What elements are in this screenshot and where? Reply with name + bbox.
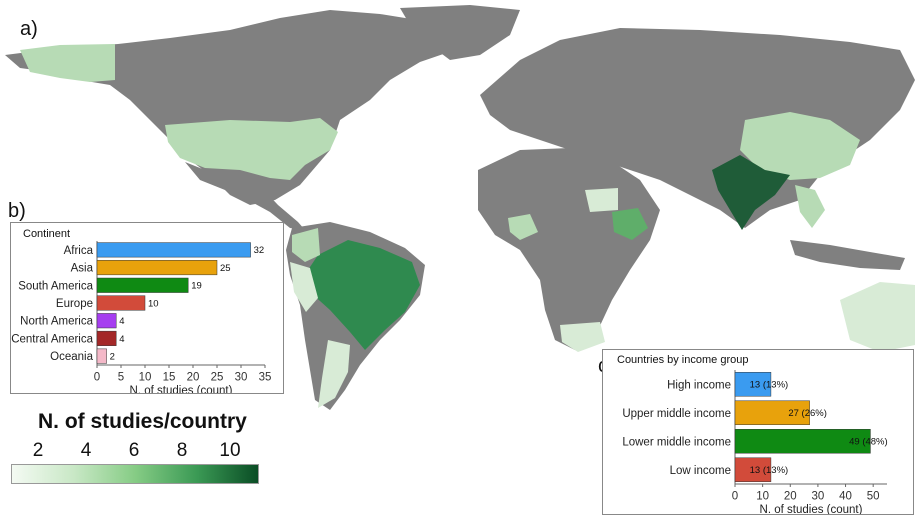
country-peru <box>290 262 318 312</box>
chart-title: Continent <box>23 228 70 240</box>
category-label: Upper middle income <box>622 408 731 420</box>
country-south-africa <box>560 322 605 352</box>
x-tick-label: 20 <box>784 491 797 503</box>
value-label: 4 <box>119 316 124 327</box>
landmass-north-america <box>5 10 470 205</box>
bar <box>96 260 218 276</box>
legend-tick: 8 <box>176 440 188 461</box>
category-label: Central America <box>11 333 93 345</box>
legend-tick: 6 <box>128 440 140 461</box>
country-argentina <box>318 340 350 408</box>
country-colombia <box>292 228 320 262</box>
x-tick-label: 50 <box>867 491 880 503</box>
value-label: 27 (26%) <box>788 408 827 419</box>
bar <box>96 330 117 346</box>
x-tick-label: 15 <box>163 372 176 384</box>
bar <box>96 277 189 293</box>
category-label: Asia <box>71 263 94 275</box>
value-label: 25 <box>220 263 231 274</box>
country-china <box>740 112 860 180</box>
landmasses <box>5 5 915 410</box>
landmass-indonesia <box>790 240 905 270</box>
bar <box>734 429 871 454</box>
legend-tick: 10 <box>219 440 241 461</box>
category-label: Lower middle income <box>622 436 731 448</box>
bar <box>734 457 772 482</box>
country-nigeria <box>508 214 538 240</box>
bar <box>734 400 810 425</box>
x-tick-label: 0 <box>732 491 738 503</box>
legend-title: N. of studies/country <box>38 410 247 433</box>
landmass-southeast-asia <box>795 185 825 228</box>
category-label: North America <box>20 316 93 328</box>
x-tick-label: 0 <box>94 372 100 384</box>
value-label: 4 <box>119 334 124 345</box>
x-tick-label: 5 <box>118 372 124 384</box>
bar <box>96 313 117 329</box>
country-united-states <box>165 118 338 180</box>
x-tick-label: 30 <box>812 491 825 503</box>
value-label: 13 (13%) <box>750 465 789 476</box>
value-label: 49 (48%) <box>849 437 888 448</box>
x-tick-label: 40 <box>839 491 852 503</box>
value-label: 2 <box>110 351 115 362</box>
x-axis-label: N. of studies (count) <box>130 385 233 394</box>
x-tick-label: 10 <box>139 372 152 384</box>
category-label: High income <box>667 379 731 391</box>
color-legend: N. of studies/country 2 4 6 8 10 <box>8 410 263 488</box>
legend-tick: 2 <box>32 440 44 461</box>
value-label: 32 <box>254 245 265 256</box>
bar <box>96 242 251 258</box>
country-australia <box>840 282 915 352</box>
x-tick-label: 30 <box>235 372 248 384</box>
country-ethiopia <box>612 208 648 240</box>
landmass-africa <box>478 148 660 350</box>
value-label: 19 <box>191 281 202 292</box>
x-tick-label: 35 <box>259 372 272 384</box>
continent-bar-chart: Continent Africa 32 Asia 25 South America 19 Eu… <box>10 222 284 394</box>
bar <box>96 295 146 311</box>
x-axis-label: N. of studies (count) <box>760 504 863 515</box>
panel-label-b: b) <box>8 200 26 222</box>
country-brazil <box>308 240 420 350</box>
legend-color-bar <box>11 464 259 484</box>
x-tick-label: 10 <box>756 491 769 503</box>
landmass-central-america <box>185 162 305 230</box>
bar <box>734 372 772 397</box>
x-tick-label: 20 <box>187 372 200 384</box>
chart-title: Countries by income group <box>617 354 748 366</box>
value-label: 10 <box>148 298 159 309</box>
bar <box>96 348 107 364</box>
landmass-greenland <box>400 5 520 60</box>
country-sudan <box>585 188 618 212</box>
category-label: Africa <box>64 245 94 257</box>
category-label: Europe <box>56 298 93 310</box>
category-label: Oceania <box>50 351 93 363</box>
category-label: Low income <box>670 465 731 477</box>
income-group-bar-chart: Countries by income group High income 13 (… <box>602 349 914 515</box>
panel-label-a: a) <box>20 18 38 40</box>
country-india <box>712 155 790 230</box>
value-label: 13 (13%) <box>750 380 789 391</box>
x-tick-label: 25 <box>211 372 224 384</box>
country-alaska <box>20 44 115 82</box>
legend-tick: 4 <box>80 440 92 461</box>
category-label: South America <box>18 280 93 292</box>
